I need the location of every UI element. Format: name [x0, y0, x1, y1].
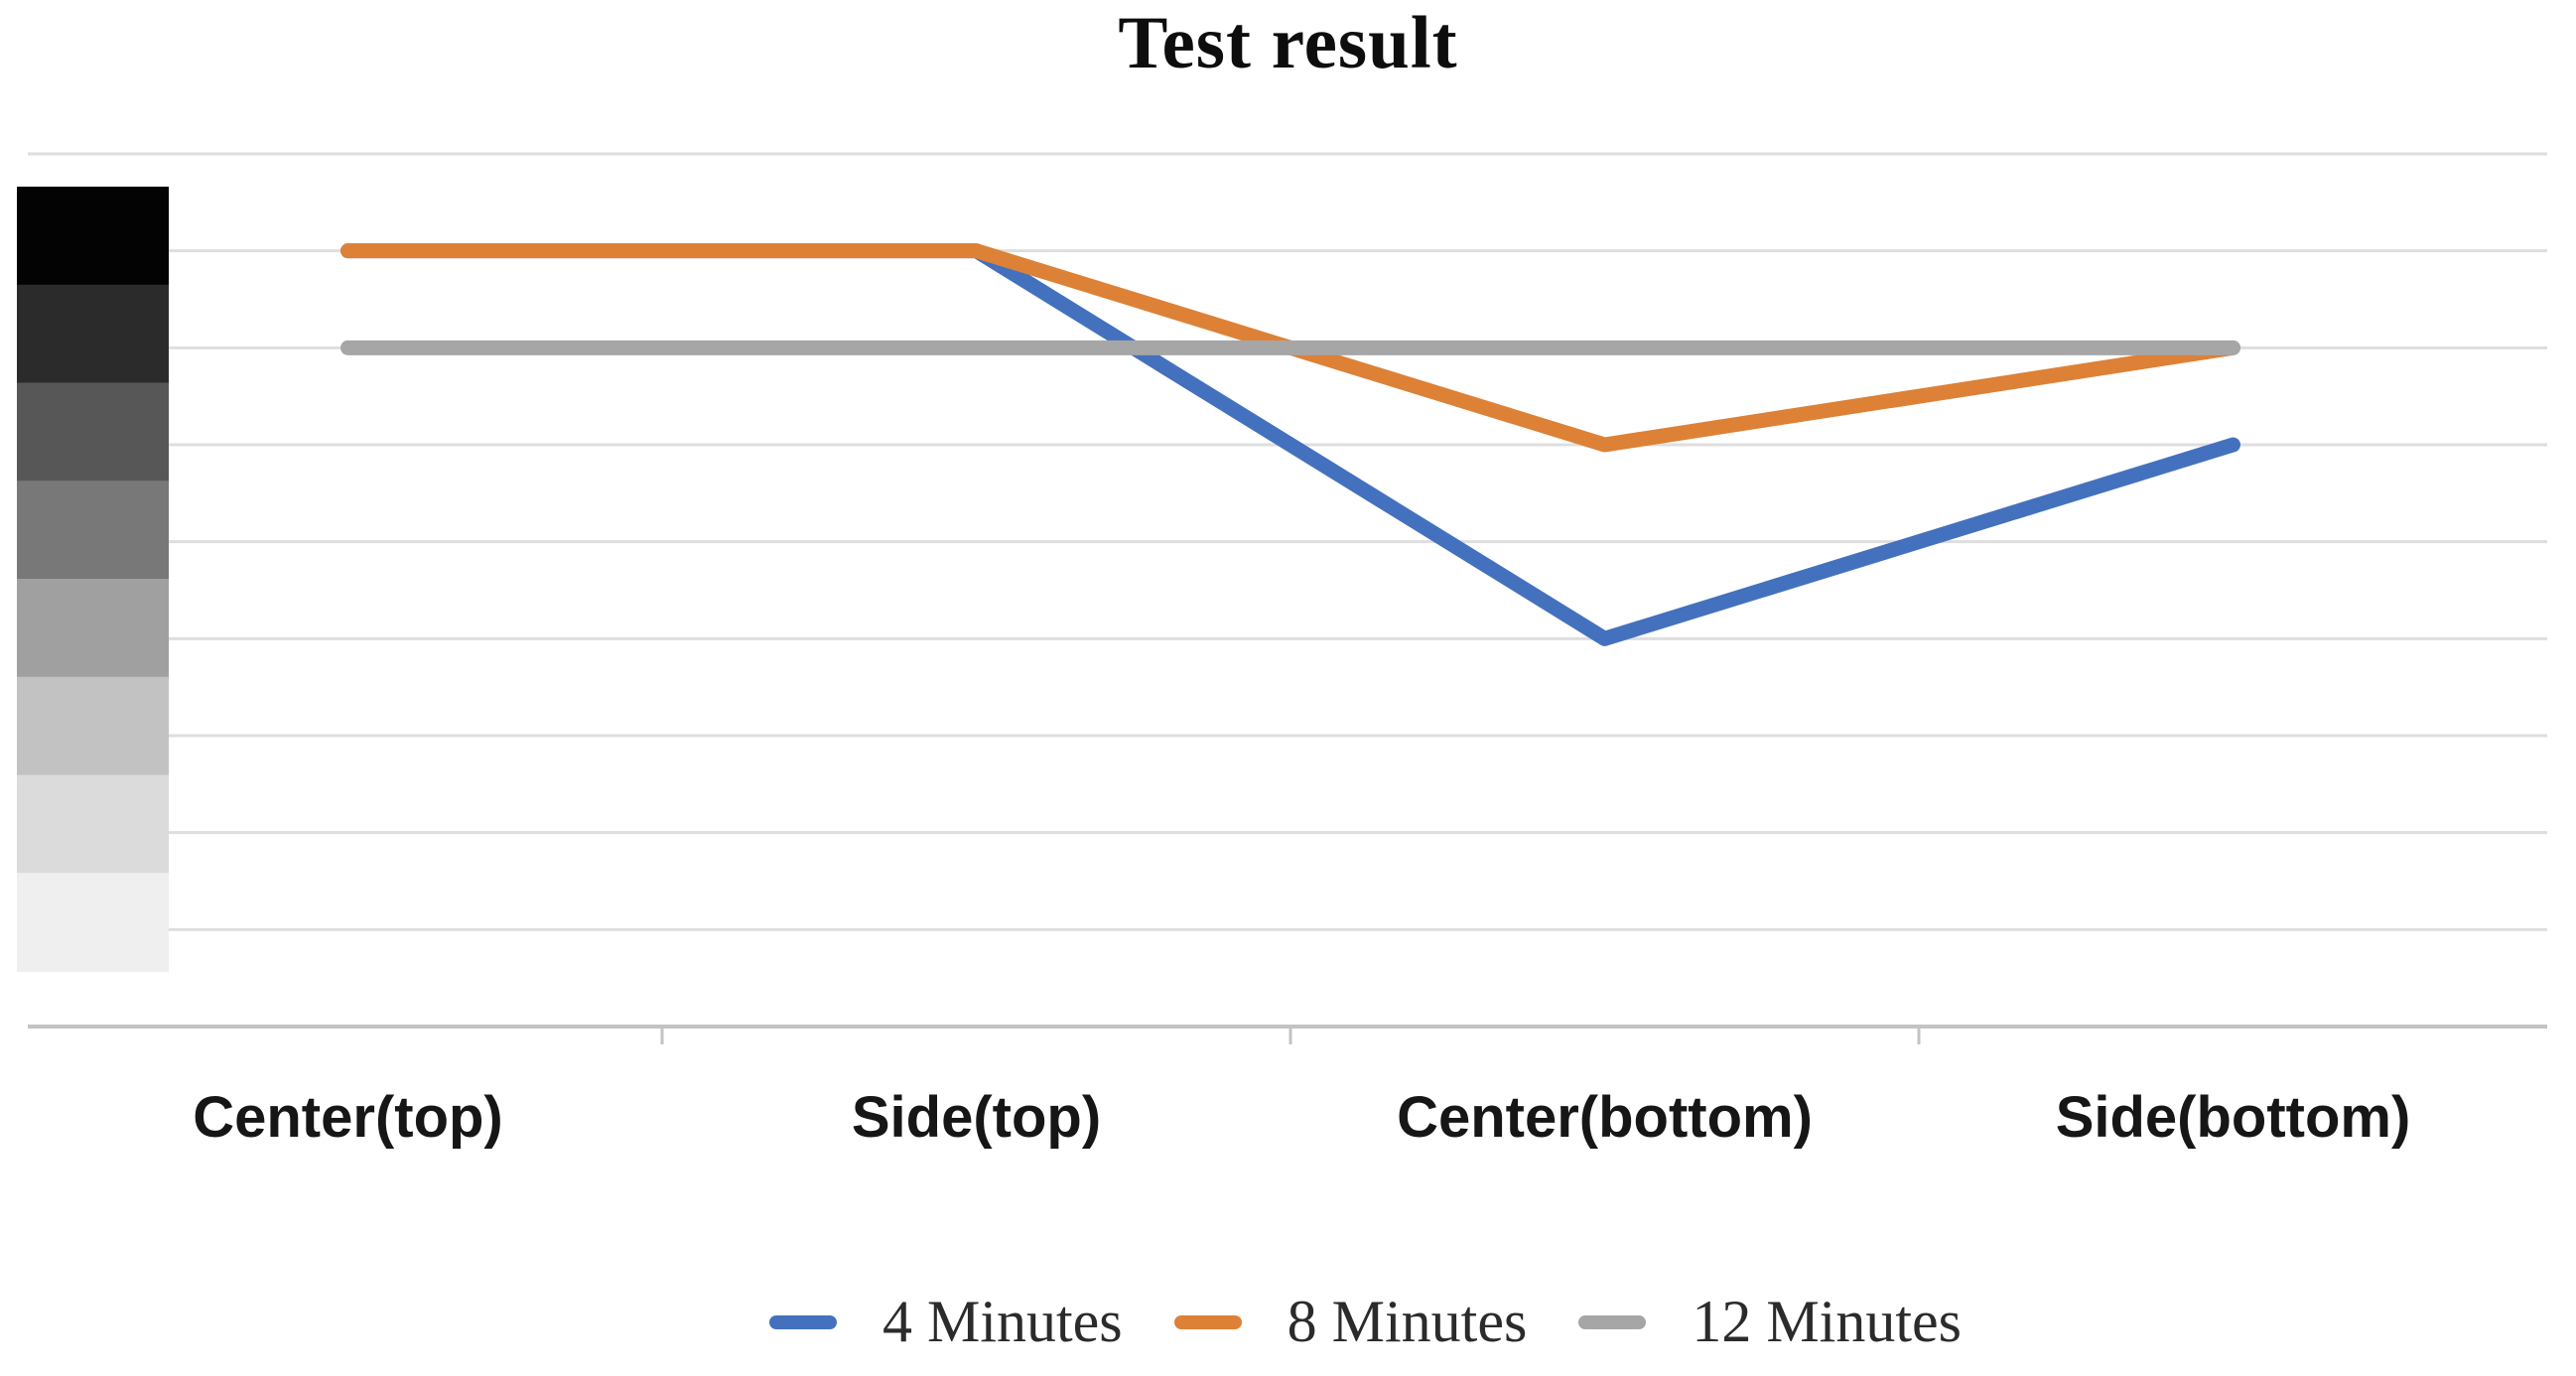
y-axis-swatch — [17, 481, 169, 580]
y-axis-swatch — [17, 187, 169, 286]
legend-label: 8 Minutes — [1287, 1289, 1528, 1354]
y-axis-swatch — [17, 676, 169, 776]
legend-item: 12 Minutes — [1578, 1288, 1962, 1356]
legend-dash-icon — [1578, 1314, 1647, 1329]
x-axis-label: Side(top) — [852, 1085, 1101, 1150]
legend-label: 4 Minutes — [881, 1289, 1123, 1354]
y-axis-swatch — [17, 873, 169, 972]
legend-label: 12 Minutes — [1692, 1289, 1962, 1354]
chart-title: Test result — [1118, 2, 1458, 84]
y-axis-swatch — [17, 382, 169, 482]
legend-item: 4 Minutes — [768, 1288, 1123, 1356]
legend: 4 Minutes 8 Minutes 12 Minutes — [155, 1288, 2576, 1356]
x-axis-label: Side(bottom) — [2056, 1085, 2411, 1150]
x-axis-label: Center(top) — [193, 1085, 503, 1150]
legend-dash-icon — [768, 1314, 837, 1329]
y-axis-swatch — [17, 284, 169, 384]
legend-dash-icon — [1173, 1314, 1242, 1329]
y-axis-swatch — [17, 579, 169, 678]
legend-item: 8 Minutes — [1173, 1288, 1528, 1356]
x-axis-label: Center(bottom) — [1397, 1085, 1813, 1150]
y-axis-swatch — [17, 774, 169, 875]
